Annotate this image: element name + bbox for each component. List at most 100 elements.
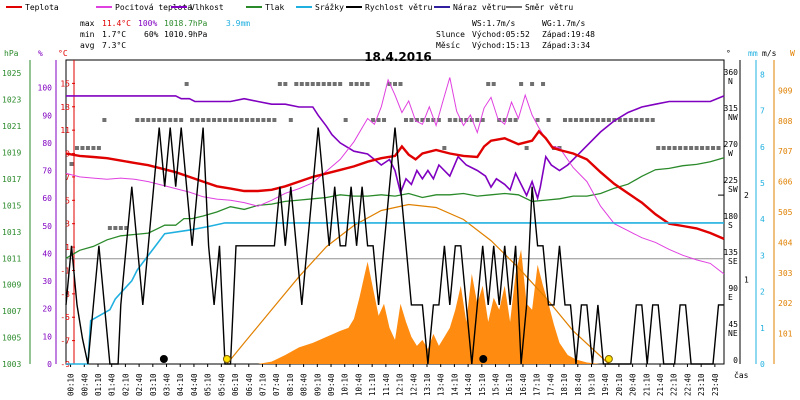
press-tick-label: 1025 [2, 69, 21, 78]
wind-dir-dot [343, 118, 348, 122]
x-tick-label: 12:10 [396, 373, 405, 396]
hum-tick-label: 60 [42, 194, 52, 203]
legend-label-rain: Srážky [315, 3, 344, 12]
wind-dir-dot [217, 118, 222, 122]
solar-tick-label: 101 [778, 330, 793, 339]
wind-dir-dot [69, 162, 74, 166]
wind-dir-dot [393, 82, 397, 86]
stat-temp-max: 11.4°C [102, 19, 131, 28]
rain-unit: mm [748, 49, 758, 58]
solar-tick-label: 202 [778, 299, 793, 308]
wind-dir-dot [491, 82, 496, 86]
wind-dir-dot [102, 118, 107, 122]
stat-press-min: 1010.9hPa [164, 30, 208, 39]
sun-elevation-line [226, 203, 610, 365]
legend-label-wind: Rychlost větru [365, 3, 433, 12]
x-tick-label: 14:10 [450, 373, 459, 396]
wind-dir-dot [683, 146, 688, 150]
axes: 1025102310211019101710151013101110091007… [2, 60, 793, 396]
wind-dir-dot [617, 118, 622, 122]
x-tick-label: 05:10 [204, 373, 213, 396]
wind-dir-dot [206, 118, 211, 122]
press-unit: hPa [4, 49, 19, 58]
press-tick-label: 1003 [2, 360, 21, 369]
x-tick-label: 17:10 [533, 373, 542, 396]
wind-dir-dot [398, 82, 403, 86]
wind-dir-dot [672, 146, 677, 150]
wind-dir-dot [409, 118, 414, 122]
hum-tick-label: 30 [42, 277, 52, 286]
wind-dir-dot [283, 82, 288, 86]
dir-tick-label: 135 [724, 248, 739, 257]
wind-dir-dot [349, 82, 354, 86]
wind-dir-dot [327, 82, 332, 86]
wind-dir-dot [694, 146, 699, 150]
hum-tick-label: 80 [42, 139, 52, 148]
x-tick-label: 16:10 [505, 373, 514, 396]
humidity-line [66, 95, 725, 202]
wind-dir-dot [80, 146, 85, 150]
wind-dir-dot [310, 82, 315, 86]
series [65, 77, 725, 365]
rain-tick-label: 2 [760, 288, 765, 297]
rain-tick-label: 0 [760, 360, 765, 369]
hum-tick-label: 10 [42, 332, 52, 341]
x-tick-label: 02:40 [135, 373, 144, 396]
dir-tick-code: W [728, 149, 733, 158]
hum-tick-label: 40 [42, 249, 52, 258]
x-tick-label: 11:10 [368, 373, 377, 396]
wind-dir-dot [513, 118, 518, 122]
wind-dir-dot [502, 118, 507, 122]
wind-dir-dot [447, 118, 452, 122]
wind-dir-dot [436, 118, 441, 122]
wind-dir-dot [524, 146, 529, 150]
wind-dir-dot [244, 118, 249, 122]
pressure-line [65, 157, 725, 259]
hum-tick-label: 0 [47, 360, 52, 369]
x-tick-label: 11:40 [382, 373, 391, 396]
moonrise-marker [479, 355, 488, 363]
wind-dir-dot [124, 226, 129, 230]
rain-tick-label: 5 [760, 179, 765, 188]
stats-block: max 11.4°C 100% 1018.7hPa 3.9mm min 1.7°… [80, 19, 250, 50]
temp-unit: °C [58, 49, 68, 58]
dir-tick-label: 180 [724, 212, 739, 221]
info-ws: WS:1.7m/s [472, 19, 516, 28]
wind-dir-dot [661, 146, 666, 150]
x-tick-label: 04:40 [190, 373, 199, 396]
wind-dir-dot [650, 118, 655, 122]
dir-tick-label: 90 [728, 284, 738, 293]
press-tick-label: 1023 [2, 96, 21, 105]
x-tick-label: 09:10 [313, 373, 322, 396]
solar-tick-label: 505 [778, 208, 793, 217]
wind-dir-dot [354, 82, 359, 86]
dir-tick-code: S [728, 221, 733, 230]
dir-tick-label: 45 [728, 320, 738, 329]
x-tick-label: 00:40 [80, 373, 89, 396]
wind-dir-dot [168, 118, 173, 122]
wind-dir-dot [338, 82, 343, 86]
legend-label-press: Tlak [265, 3, 284, 12]
moonset-marker [159, 355, 168, 363]
wind-dir-dot [212, 118, 217, 122]
wind-dir-dot [85, 146, 90, 150]
x-tick-label: 19:40 [601, 373, 610, 396]
wind-dir-dot [96, 146, 101, 150]
press-tick-label: 1021 [2, 122, 21, 131]
solar-tick-label: 303 [778, 269, 793, 278]
info-moonset: Západ:3:34 [542, 41, 590, 50]
solar-tick-label: 808 [778, 117, 793, 126]
wind-dir-dot [91, 146, 96, 150]
x-tick-label: 15:40 [492, 373, 501, 396]
wind-dir-dot [118, 226, 123, 230]
x-tick-label: 22:10 [670, 373, 679, 396]
wind-dir-dot [689, 146, 694, 150]
x-tick-label: 07:40 [272, 373, 281, 396]
x-tick-label: 03:40 [163, 373, 172, 396]
x-tick-label: 21:40 [656, 373, 665, 396]
wind-dir-dot [700, 146, 705, 150]
dir-tick-code: SW [728, 185, 738, 194]
x-tick-label: 23:40 [711, 373, 720, 396]
wind-dir-dot [568, 118, 573, 122]
